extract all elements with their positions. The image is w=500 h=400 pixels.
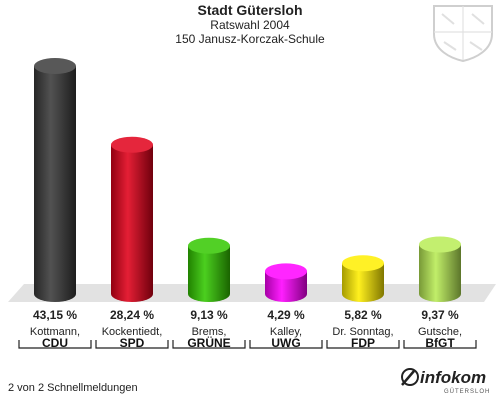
- party-label: UWG: [271, 336, 300, 350]
- bar-spd: [111, 144, 153, 302]
- candidate-label: Kalley,: [270, 326, 302, 338]
- party-label: CDU: [42, 336, 68, 350]
- bar-top-cdu: [34, 58, 76, 74]
- coat-of-arms-icon: [433, 5, 493, 62]
- candidate-label: Gutsche,: [418, 326, 462, 338]
- bar-top-spd: [111, 136, 153, 153]
- value-label: 5,82 %: [344, 308, 382, 322]
- bar-cdu: [34, 66, 76, 302]
- party-label: FDP: [351, 336, 375, 350]
- party-bracket: [403, 340, 477, 349]
- value-label: 9,13 %: [190, 308, 228, 322]
- svg-text:infokom: infokom: [420, 368, 486, 387]
- candidate-label: Brems,: [192, 326, 227, 338]
- party-bracket: [18, 340, 92, 349]
- chart-subtitle: Ratswahl 2004: [210, 18, 290, 32]
- svg-text:GÜTERSLOH: GÜTERSLOH: [444, 388, 490, 395]
- candidate-label: Dr. Sonntag,: [332, 326, 393, 338]
- bar-top-uwg: [265, 263, 307, 280]
- chart-title: Stadt Gütersloh: [197, 2, 303, 18]
- bar-top-bfgt: [419, 236, 461, 253]
- candidate-label: Kottmann,: [30, 326, 80, 338]
- bar-grüne: [188, 245, 230, 302]
- value-label: 4,29 %: [267, 308, 305, 322]
- status-text: 2 von 2 Schnellmeldungen: [8, 382, 138, 394]
- bar-top-fdp: [342, 255, 384, 272]
- party-bracket: [172, 340, 246, 349]
- candidate-label: Kockentiedt,: [102, 326, 163, 338]
- party-bracket: [326, 340, 400, 349]
- district-label: 150 Janusz-Korczak-Schule: [175, 32, 325, 46]
- value-label: 9,37 %: [421, 308, 459, 322]
- bar-bfgt: [419, 244, 461, 302]
- party-label: GRÜNE: [187, 335, 230, 350]
- party-label: SPD: [120, 336, 145, 350]
- value-label: 28,24 %: [110, 308, 154, 322]
- party-bracket: [249, 340, 323, 349]
- party-label: BfGT: [425, 336, 455, 350]
- bar-fdp: [342, 263, 384, 302]
- bar-top-grüne: [188, 237, 230, 254]
- infokom-logo: infokom GÜTERSLOH: [401, 368, 490, 395]
- value-label: 43,15 %: [33, 308, 77, 322]
- party-bracket: [95, 340, 169, 349]
- bar-uwg: [265, 271, 307, 302]
